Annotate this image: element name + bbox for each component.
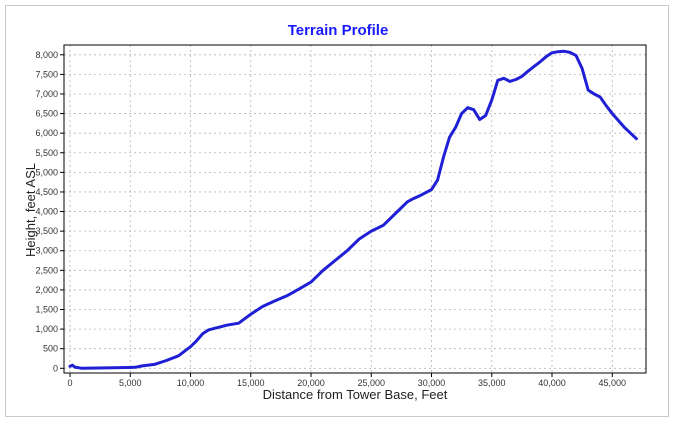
- y-tick-label: 0: [53, 363, 58, 373]
- x-tick-label: 30,000: [418, 378, 446, 388]
- x-tick-label: 45,000: [598, 378, 626, 388]
- axes: [60, 44, 647, 377]
- y-tick-label: 500: [43, 344, 58, 354]
- x-tick-label: 15,000: [237, 378, 265, 388]
- x-tick-label: 40,000: [538, 378, 566, 388]
- y-tick-label: 7,000: [35, 89, 58, 99]
- x-tick-label: 35,000: [478, 378, 506, 388]
- y-tick-label: 5,500: [35, 148, 58, 158]
- y-axis-label: Height, feet ASL: [23, 163, 38, 257]
- x-tick-label: 10,000: [177, 378, 205, 388]
- x-axis-label: Distance from Tower Base, Feet: [263, 387, 448, 402]
- x-tick-label: 25,000: [358, 378, 386, 388]
- y-tick-label: 4,000: [35, 207, 58, 217]
- y-tick-label: 1,500: [35, 305, 58, 315]
- terrain-profile-line: [68, 49, 638, 370]
- y-tick-label: 6,000: [35, 128, 58, 138]
- y-tick-label: 2,500: [35, 265, 58, 275]
- tick-labels: 0 500 1,000 1,500 2,000 2,500 3,000 3,500 4,000 4…: [35, 50, 626, 388]
- y-tick-label: 2,000: [35, 285, 58, 295]
- y-tick-label: 1,000: [35, 324, 58, 334]
- grid: [64, 45, 646, 373]
- x-tick-label: 20,000: [297, 378, 325, 388]
- x-tick-label: 0: [68, 378, 73, 388]
- plot-series-layer: [68, 49, 638, 370]
- plot-area-border: [63, 44, 647, 374]
- y-tick-label: 6,500: [35, 109, 58, 119]
- y-tick-label: 3,000: [35, 246, 58, 256]
- y-tick-label: 5,000: [35, 167, 58, 177]
- y-tick-label: 3,500: [35, 226, 58, 236]
- chart-title: Terrain Profile: [288, 22, 389, 39]
- y-tick-label: 4,500: [35, 187, 58, 197]
- y-tick-label: 8,000: [35, 50, 58, 60]
- y-tick-label: 7,500: [35, 69, 58, 79]
- x-tick-label: 5,000: [119, 378, 142, 388]
